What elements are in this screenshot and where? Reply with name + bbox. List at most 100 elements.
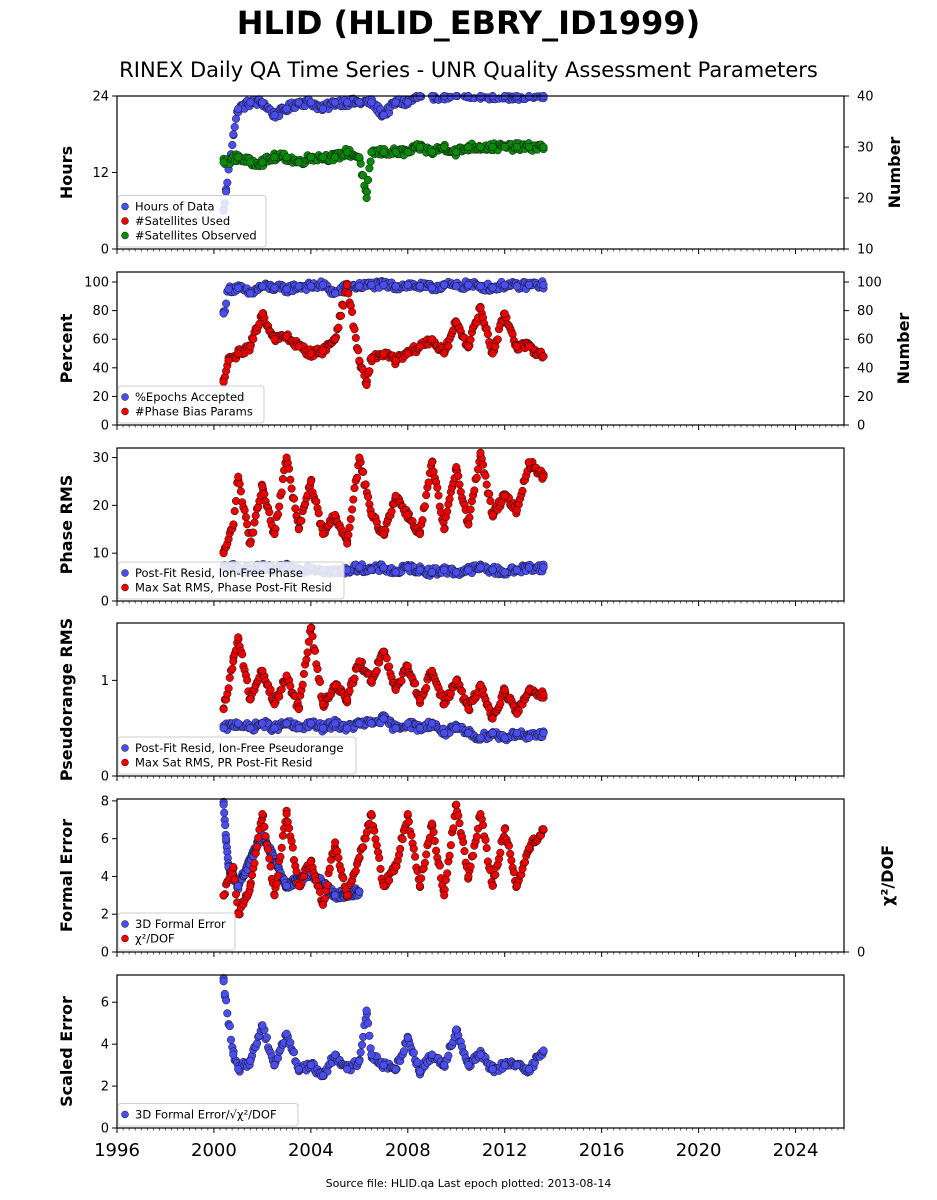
data-point	[299, 669, 308, 678]
data-point	[539, 352, 548, 361]
data-point	[411, 852, 420, 861]
data-point	[464, 342, 473, 351]
data-point	[372, 666, 381, 675]
data-point	[427, 148, 437, 157]
data-point	[250, 518, 259, 527]
data-point	[420, 502, 429, 511]
data-point	[220, 989, 229, 998]
data-point	[246, 98, 255, 107]
x-tick-label: 2020	[676, 1140, 722, 1161]
data-point	[464, 728, 473, 738]
data-point	[379, 530, 388, 539]
data-point	[403, 1033, 412, 1042]
data-point	[440, 700, 449, 709]
data-point	[355, 719, 364, 728]
y-right-tick-label: 40	[857, 90, 874, 105]
data-point	[224, 684, 233, 693]
data-point	[314, 509, 323, 518]
data-point	[470, 486, 479, 495]
data-point	[318, 104, 328, 113]
data-point	[391, 491, 400, 500]
data-point	[318, 153, 328, 162]
y-right-tick-label: 0	[857, 946, 865, 961]
legend-marker	[121, 393, 129, 401]
y-axis-label: Formal Error	[57, 819, 76, 932]
y-right-tick-label: 20	[857, 192, 874, 207]
legend-entry: Max Sat RMS, Phase Post-Fit Resid	[135, 581, 332, 595]
data-point	[365, 164, 374, 173]
data-point	[318, 700, 328, 709]
legend-marker	[121, 920, 129, 928]
data-point	[375, 853, 384, 862]
data-point	[258, 666, 267, 675]
data-point	[539, 142, 548, 152]
data-point	[246, 695, 255, 704]
legend-entry: Post-Fit Resid, Ion-Free Pseudorange	[135, 741, 343, 755]
data-point	[478, 460, 488, 469]
legend-marker	[121, 758, 129, 767]
data-point	[270, 724, 279, 733]
x-tick-label: 2004	[288, 1140, 334, 1161]
data-point	[355, 853, 364, 862]
data-point	[219, 378, 228, 387]
data-point	[455, 480, 464, 489]
data-point	[234, 472, 243, 481]
data-point	[391, 862, 400, 872]
data-point	[488, 142, 497, 152]
data-point	[403, 98, 412, 107]
data-point	[379, 280, 388, 289]
legend: %Epochs Accepted#Phase Bias Params	[117, 385, 265, 424]
legend-entry: #Satellites Used	[135, 214, 230, 228]
data-point	[270, 530, 279, 539]
data-point	[367, 98, 376, 107]
data-point	[282, 1029, 291, 1038]
data-point	[539, 690, 548, 699]
data-point	[229, 657, 238, 666]
data-point	[355, 356, 364, 365]
data-point	[289, 494, 299, 503]
y-tick-label: 1	[101, 674, 109, 689]
data-point	[524, 844, 534, 853]
data-point	[275, 502, 284, 511]
data-point	[229, 130, 238, 139]
data-point	[512, 709, 521, 718]
series-3-2	[219, 448, 548, 558]
data-point	[278, 831, 287, 840]
y-tick-label: 30	[92, 451, 109, 466]
data-point	[243, 520, 252, 529]
data-point	[488, 349, 497, 358]
data-point	[512, 881, 521, 890]
data-point	[397, 676, 406, 685]
data-point	[339, 874, 348, 883]
data-point	[230, 875, 239, 884]
data-point	[219, 705, 228, 714]
data-point	[352, 473, 362, 482]
y-tick-label: 100	[84, 276, 109, 291]
data-point	[379, 563, 388, 572]
data-point	[273, 871, 283, 880]
data-point	[415, 565, 424, 574]
data-point	[246, 539, 255, 548]
data-point	[524, 342, 534, 351]
legend-entry: %Epochs Accepted	[135, 390, 244, 404]
data-point	[355, 453, 364, 462]
data-point	[440, 728, 449, 738]
y-right-tick-label: 30	[857, 141, 874, 156]
data-point	[230, 507, 239, 516]
y-axis-label: Pseudorange RMS	[57, 618, 76, 781]
data-point	[362, 828, 371, 837]
data-point	[355, 1056, 364, 1065]
data-point	[367, 1050, 376, 1059]
data-point	[224, 356, 233, 365]
data-point	[318, 280, 328, 289]
data-point	[294, 342, 303, 351]
data-point	[379, 111, 388, 120]
data-point	[403, 719, 412, 728]
data-point	[440, 891, 449, 900]
data-point	[318, 530, 328, 539]
data-point	[379, 148, 388, 157]
legend-marker	[121, 202, 129, 211]
data-point	[355, 98, 364, 107]
data-point	[355, 657, 364, 666]
